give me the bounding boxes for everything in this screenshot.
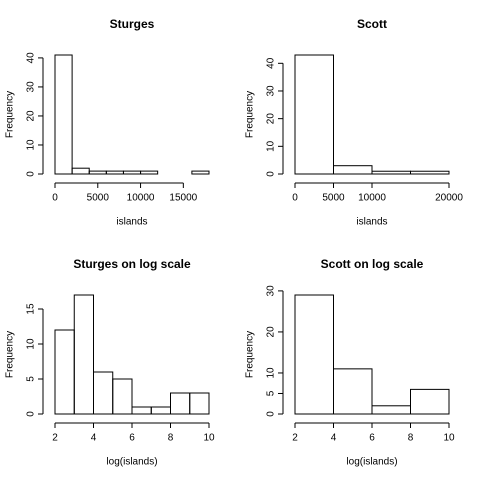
x-tick-label: 4 [91,433,97,444]
chart-title: Sturges [110,17,155,31]
y-tick-label: 20 [266,326,277,338]
bar [112,378,133,415]
y-tick-label: 15 [26,303,37,315]
y-tick-label: 10 [266,367,277,379]
chart-title: Scott [357,17,387,31]
x-axis-label: islands [116,217,147,228]
y-tick-label: 0 [26,411,37,417]
y-tick-label: 0 [26,171,37,177]
bar [333,368,373,415]
x-tick-label: 20000 [435,193,463,204]
x-axis-label: log(islands) [346,457,397,468]
x-tick-label: 0 [52,193,58,204]
bar [71,167,90,175]
y-tick-label: 30 [266,85,277,97]
bar [54,329,75,415]
x-tick-label: 4 [331,433,337,444]
bar [140,170,159,175]
x-tick-label: 8 [408,433,414,444]
x-axis-label: log(islands) [106,457,157,468]
y-tick-label: 30 [26,81,37,93]
x-tick-label: 5000 [87,193,110,204]
x-tick-label: 0 [292,193,298,204]
bar [189,392,210,415]
bar [93,371,114,415]
bar [170,392,191,415]
y-tick-label: 30 [266,285,277,297]
y-tick-label: 10 [266,140,277,152]
bar [150,406,171,415]
y-tick-label: 5 [26,376,37,382]
bar [88,170,107,175]
y-axis-label: Frequency [245,331,256,378]
y-axis-label: Frequency [245,91,256,138]
y-tick-label: 0 [266,171,277,177]
y-tick-label: 20 [266,113,277,125]
x-tick-label: 15000 [169,193,197,204]
y-axis-label: Frequency [5,331,16,378]
y-tick-label: 20 [26,110,37,122]
bar [410,170,450,175]
bar [371,170,411,175]
bar [371,405,411,415]
y-tick-label: 0 [266,411,277,417]
x-tick-label: 10 [203,433,215,444]
x-tick-label: 10000 [358,193,386,204]
y-tick-label: 10 [26,338,37,350]
bar [122,170,142,175]
x-tick-label: 8 [168,433,174,444]
x-tick-label: 6 [129,433,135,444]
x-tick-label: 2 [292,433,298,444]
x-tick-label: 10 [443,433,455,444]
y-tick-label: 5 [266,390,277,396]
bar [333,165,373,175]
chart-title: Scott on log scale [321,257,424,271]
y-tick-label: 40 [26,52,37,64]
y-tick-label: 40 [266,57,277,69]
y-tick-label: 10 [26,139,37,151]
bar [294,54,334,175]
x-tick-label: 2 [52,433,58,444]
x-tick-label: 5000 [322,193,345,204]
y-axis-label: Frequency [5,91,16,138]
x-axis-label: islands [356,217,387,228]
bar [54,54,73,175]
x-tick-label: 6 [369,433,375,444]
bar [191,170,210,175]
bar [410,388,450,415]
bar [294,294,334,415]
bar [73,294,94,415]
bar [131,406,152,415]
chart-title: Sturges on log scale [73,257,191,271]
bar [105,170,124,175]
x-tick-label: 10000 [127,193,155,204]
